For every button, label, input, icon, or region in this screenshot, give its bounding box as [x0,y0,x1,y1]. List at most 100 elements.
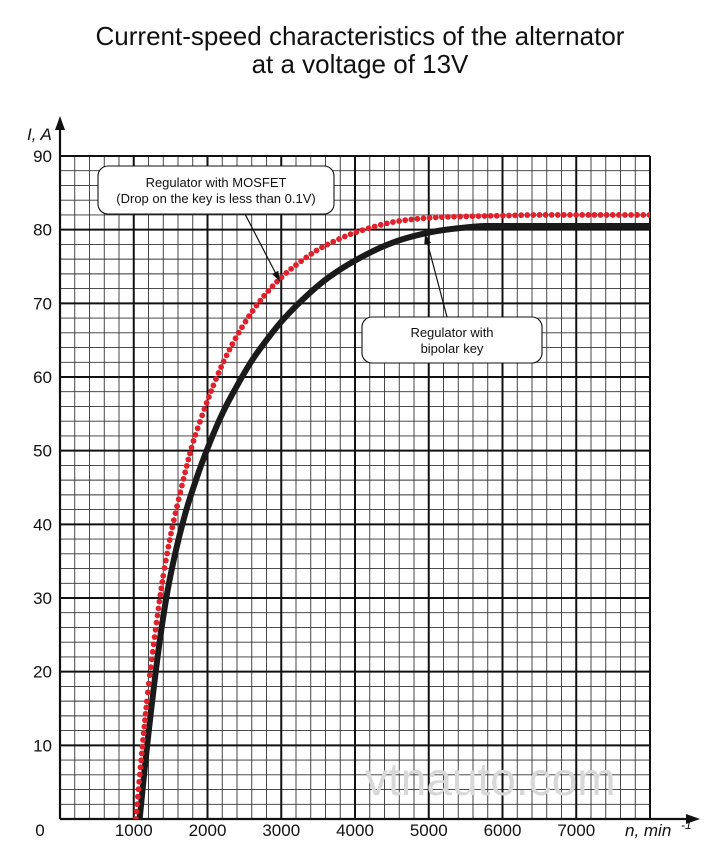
series-point-mosfet [196,418,203,425]
series-point-mosfet [139,743,146,750]
series-line-bipolar [136,222,650,819]
series-point-mosfet [283,270,290,276]
annotation-pointer-line [424,233,448,318]
series-point-mosfet [530,212,537,218]
series-point-mosfet [133,816,139,819]
series-point-mosfet [201,406,208,412]
series-point-mosfet [469,213,476,220]
series-point-mosfet [493,212,500,219]
series-point-mosfet [487,212,494,219]
annotation-text: Regulator with [410,325,493,340]
series-point-mosfet [170,517,177,524]
series-point-mosfet [347,231,354,238]
series-point-mosfet [353,229,360,236]
series-point-mosfet [205,394,212,400]
series-point-mosfet [199,412,206,419]
series-point-mosfet [154,612,161,619]
series-point-mosfet [168,530,174,537]
series-point-mosfet [278,274,285,281]
series-point-mosfet [402,217,409,224]
annotation-box [361,316,543,364]
y-axis-arrow [55,116,65,130]
series-point-mosfet [220,358,227,365]
x-tick-label: 2000 [189,821,227,840]
series-point-mosfet [542,212,549,218]
series-point-mosfet [229,341,236,348]
series-point-mosfet [371,223,378,230]
series-point-mosfet [161,565,168,571]
series-point-mosfet [457,213,464,220]
y-tick-label: 20 [33,663,52,682]
x-tick-label: 7000 [557,821,595,840]
y-axis-label: I, A [27,125,52,144]
axes [55,116,700,824]
series-point-mosfet [148,656,155,663]
series-point-mosfet [573,212,580,218]
series-point-mosfet [585,212,592,218]
series-point-mosfet [319,244,325,251]
series-point-mosfet [640,212,647,218]
series-point-mosfet [597,212,604,218]
series-point-mosfet [213,376,219,382]
origin-label: 0 [35,821,44,840]
x-tick-label: 3000 [262,821,300,840]
series-point-mosfet [226,346,233,353]
series-point-mosfet [210,382,217,389]
series-point-mosfet [135,786,142,793]
series-point-mosfet [554,212,561,218]
series-point-mosfet [567,212,573,218]
y-tick-label: 10 [33,736,52,755]
series-point-mosfet [155,605,162,612]
x-axis-label-exponent: -1 [681,818,692,832]
annotations: Regulator with MOSFET(Drop on the key is… [97,165,543,364]
series-point-mosfet [143,698,150,705]
tick-labels: 1000 2000 3000 4000 5000 6000 7000 10 20 30 40 50 60… [33,147,595,840]
series-point-mosfet [609,212,616,218]
series-point-mosfet [324,241,331,248]
series-point-mosfet [615,212,622,218]
series-point-mosfet [140,737,146,743]
minor-grid [60,156,650,819]
series-layer [133,212,650,819]
series-point-mosfet [192,431,199,438]
y-tick-label: 40 [33,515,52,534]
series-point-mosfet [365,225,372,232]
series-point-mosfet [157,591,164,598]
series-point-mosfet [246,313,252,320]
series-point-mosfet [414,215,421,222]
series-point-mosfet [188,444,195,451]
series-point-mosfet [136,778,143,785]
series-point-mosfet [182,469,189,476]
series-point-mosfet [152,626,159,633]
series-point-mosfet [451,213,457,220]
series-point-mosfet [512,212,518,219]
series-point-mosfet [239,324,245,331]
series-point-mosfet [336,236,342,242]
series-point-mosfet [536,212,543,218]
series-point-mosfet [159,579,166,585]
series-point-mosfet [506,212,512,219]
series-point-mosfet [185,456,192,463]
series-point-mosfet [622,212,628,218]
series-point-mosfet [603,212,610,218]
series-point-mosfet [165,543,172,550]
annotation-box [97,165,335,215]
x-tick-label: 6000 [484,821,522,840]
series-point-mosfet [169,524,176,531]
series-point-mosfet [265,288,272,294]
chart-title-line-1: Current-speed characteristics of the alt… [95,21,625,51]
series-point-mosfet [383,220,390,227]
series-point-mosfet [158,585,165,592]
series-point-mosfet [190,438,197,444]
series-point-mosfet [390,219,396,225]
series-point-mosfet [499,212,506,219]
annotation-arrowhead [424,234,432,245]
series-point-mosfet [223,352,230,359]
series-point-mosfet [560,212,567,218]
series-point-mosfet [463,213,470,220]
series-point-mosfet [249,308,256,314]
series-point-mosfet [548,212,555,218]
series-point-mosfet [150,641,157,648]
annotation-arrowhead [272,270,280,282]
series-point-mosfet [298,258,304,265]
